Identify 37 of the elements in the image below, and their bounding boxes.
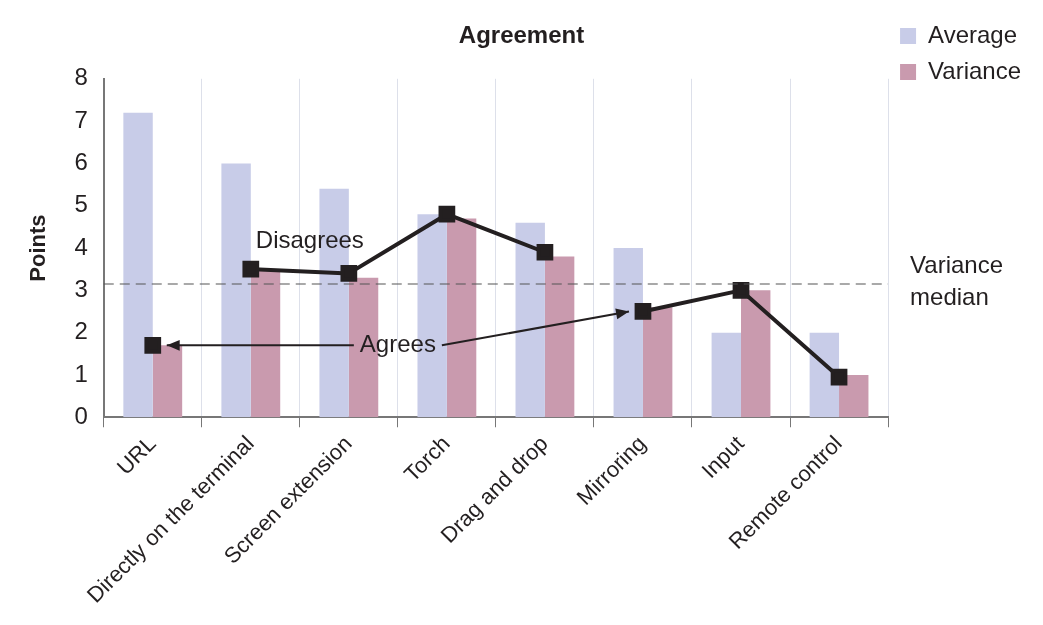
point (340, 265, 358, 282)
y-axis-title: Points (25, 214, 51, 282)
bar (711, 332, 741, 418)
point (830, 368, 848, 386)
y-tick-label: 4 (74, 232, 88, 260)
bar (544, 256, 575, 418)
bar (446, 218, 477, 418)
y-tick-label: 6 (74, 148, 88, 176)
y-tick-label: 3 (74, 274, 88, 302)
bar (221, 163, 251, 418)
ref-line-label: Variance median (910, 250, 1004, 310)
bar (642, 307, 673, 418)
y-tick-label: 2 (74, 317, 88, 345)
bar (839, 374, 869, 418)
legend-label: Average (928, 20, 1018, 48)
bar (613, 248, 643, 418)
bar (123, 112, 153, 418)
bar (515, 222, 545, 418)
bar (152, 345, 183, 418)
point (732, 281, 750, 299)
chart-title: Agreement (458, 21, 585, 49)
text: Agrees (359, 329, 436, 357)
x-tick-label: URL (111, 430, 161, 480)
point (536, 243, 554, 261)
point (438, 205, 456, 223)
point (634, 303, 652, 320)
bar (741, 290, 771, 418)
bar (250, 269, 281, 418)
series-label: Disagrees (255, 225, 364, 253)
y-tick-label: 5 (74, 190, 88, 218)
y-tick-label: 7 (74, 105, 88, 133)
point (144, 336, 162, 354)
y-tick-label: 1 (74, 359, 88, 387)
legend-label: Variance (928, 56, 1022, 84)
y-tick-label: 8 (74, 63, 88, 91)
y-tick-label: 0 (74, 401, 88, 429)
point (242, 260, 260, 278)
